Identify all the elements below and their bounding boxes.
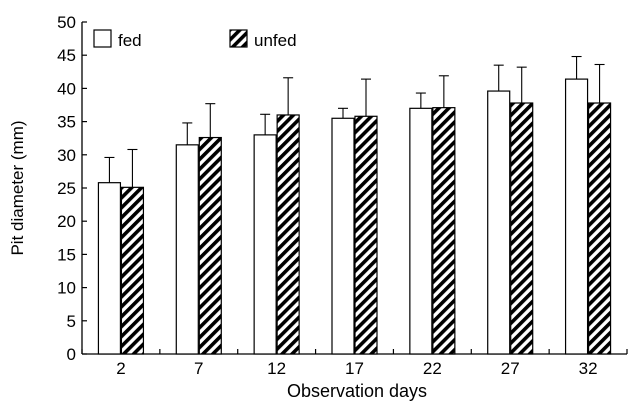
y-tick-label: 20: [57, 212, 76, 231]
bar-fed: [487, 90, 511, 355]
x-tick-label: 12: [267, 359, 286, 378]
bar-unfed: [432, 107, 456, 355]
bar-fed: [253, 134, 277, 355]
bar-unfed: [198, 136, 222, 355]
y-tick-label: 35: [57, 113, 76, 132]
bar-unfed: [120, 186, 145, 355]
x-tick-label: 27: [501, 359, 520, 378]
y-tick-label: 45: [57, 46, 76, 65]
bar-unfed: [510, 102, 534, 355]
bar-fed: [564, 78, 589, 355]
y-axis-label: Pit diameter (mm): [8, 120, 27, 255]
y-tick-label: 10: [57, 279, 76, 298]
x-tick-label: 22: [423, 359, 442, 378]
bar-unfed: [354, 115, 378, 355]
bar-fed: [97, 182, 122, 355]
legend-swatch-unfed: [229, 29, 248, 48]
y-tick-label: 30: [57, 146, 76, 165]
bar-fed: [331, 117, 355, 355]
x-tick-label: 2: [116, 359, 125, 378]
x-tick-label: 7: [194, 359, 203, 378]
error-bars: [104, 55, 605, 188]
y-tick-label: 15: [57, 245, 76, 264]
legend-label-unfed: unfed: [254, 31, 297, 50]
bar-fed: [409, 107, 433, 355]
y-tick-label: 50: [57, 13, 76, 32]
bar-fed: [175, 144, 199, 355]
y-tick-label: 25: [57, 179, 76, 198]
x-axis-label: Observation days: [287, 381, 427, 401]
legend-swatch-fed: [93, 29, 112, 48]
bars: [97, 78, 612, 355]
y-tick-label: 0: [67, 345, 76, 364]
y-tick-label: 5: [67, 312, 76, 331]
y-tick-label: 40: [57, 79, 76, 98]
legend-label-fed: fed: [118, 31, 142, 50]
x-tick-label: 32: [579, 359, 598, 378]
bar-unfed: [276, 114, 300, 355]
legend: fed unfed: [93, 29, 297, 50]
x-tick-label: 17: [345, 359, 364, 378]
bar-unfed: [587, 102, 612, 355]
